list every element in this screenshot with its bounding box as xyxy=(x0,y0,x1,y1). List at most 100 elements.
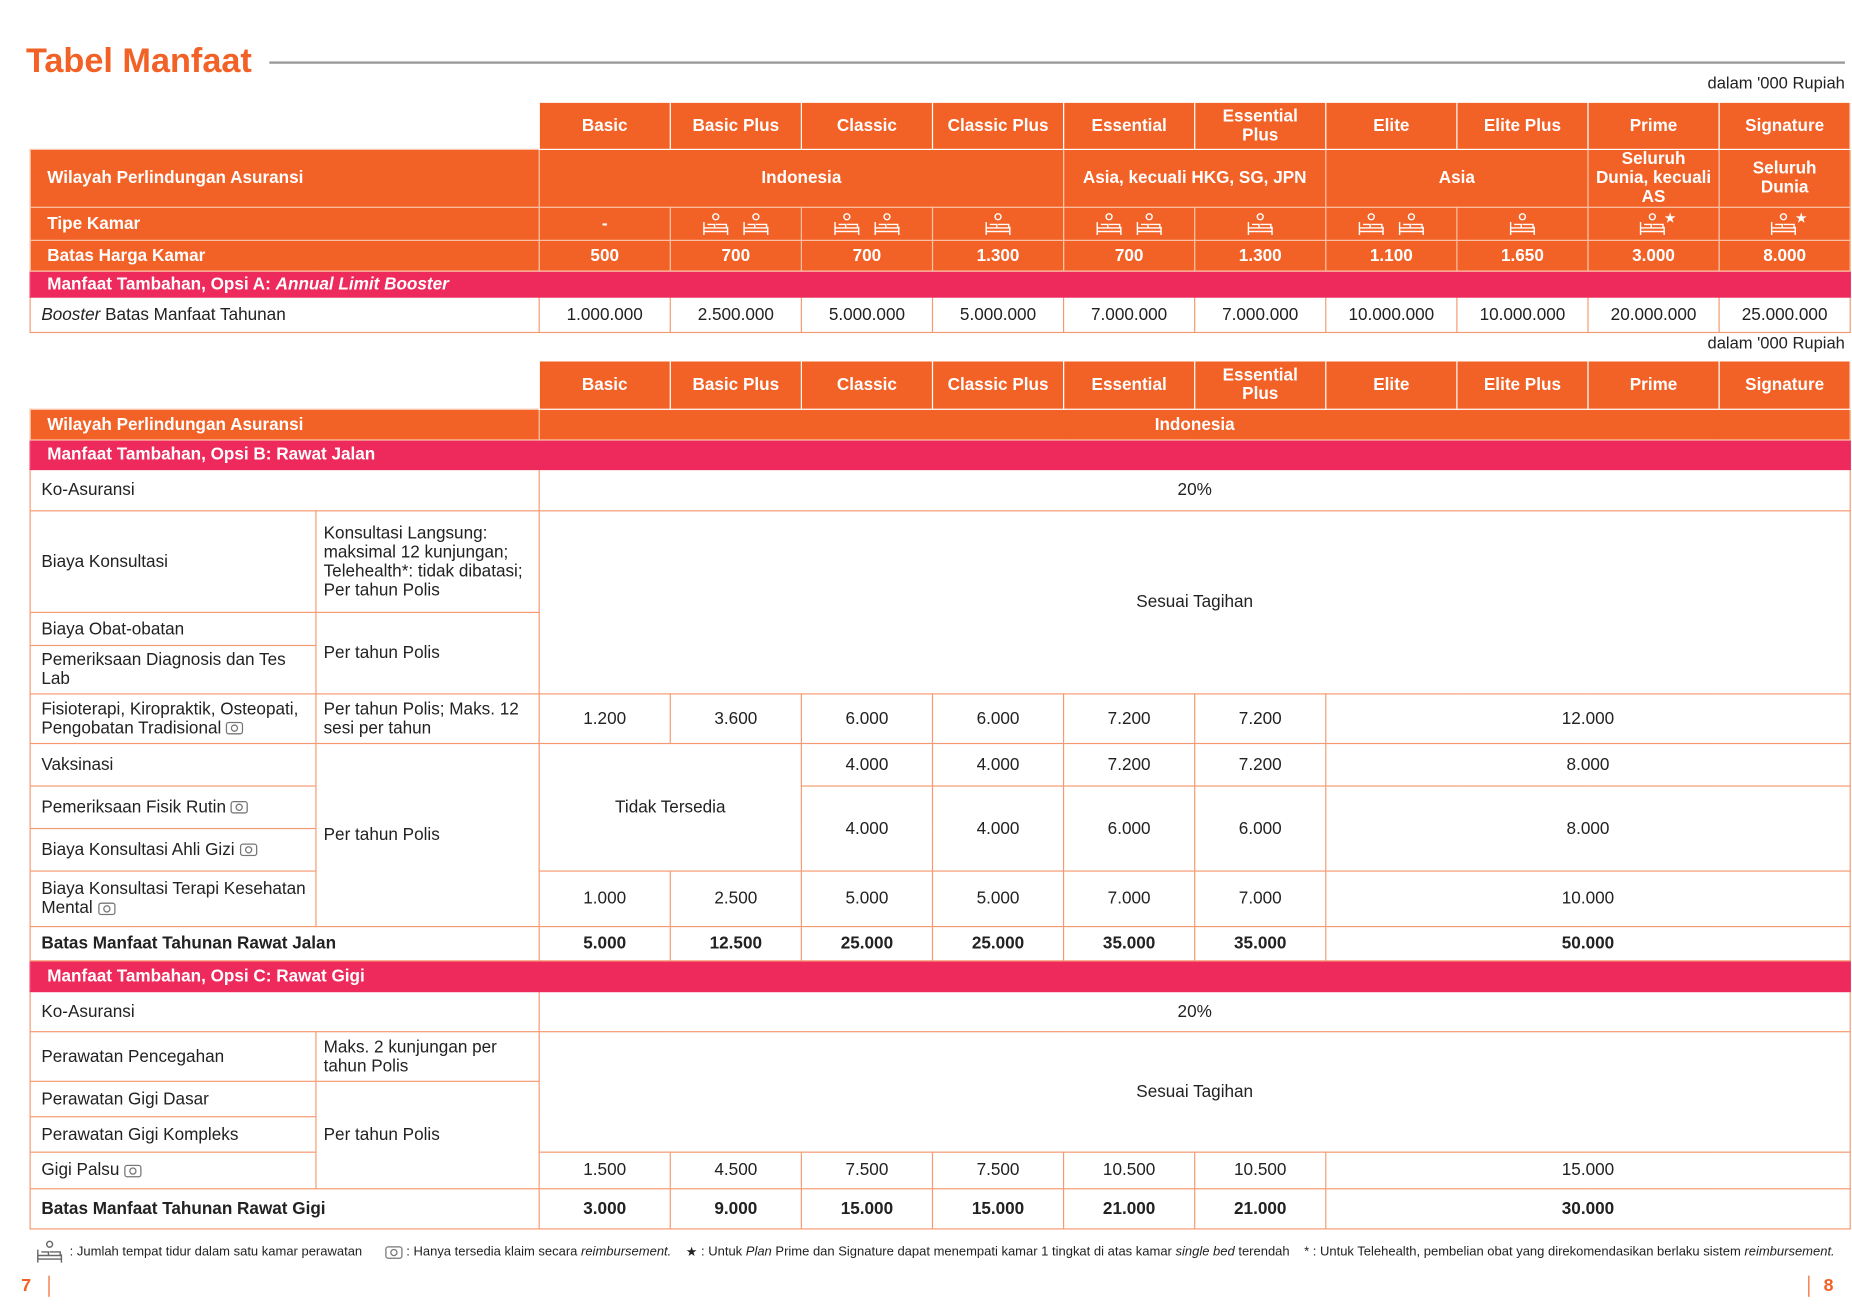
room-type-cell xyxy=(669,206,802,241)
consult-label: Biaya Konsultasi xyxy=(29,510,317,613)
reimbursement-icon xyxy=(239,843,257,857)
per-year-note: Per tahun Polis xyxy=(315,611,540,695)
as-billed: Sesuai Tagihan xyxy=(538,1031,1851,1153)
benefit-value: 7.200 xyxy=(1062,693,1196,745)
prevent-note: Maks. 2 kunjungan per tahun Polis xyxy=(315,1031,540,1082)
plan-header: Basic xyxy=(538,360,671,410)
room-type-cell: ★ xyxy=(1718,206,1851,241)
benefit-value: 21.000 xyxy=(1062,1188,1196,1230)
region-value: Seluruh Dunia, kecuali AS xyxy=(1587,148,1720,208)
dental-coinsurance-value: 20% xyxy=(538,990,1851,1033)
bed-icon xyxy=(37,1240,63,1263)
dental-limit-label: Batas Manfaat Tahunan Rawat Gigi xyxy=(29,1188,540,1230)
plan-header: Essential xyxy=(1062,360,1196,410)
outpatient-limit-label: Batas Manfaat Tahunan Rawat Jalan xyxy=(29,925,540,962)
vaccine-value: 4.000 xyxy=(800,742,934,787)
booster-label: Booster Batas Manfaat Tahunan xyxy=(29,296,540,334)
room-price-cell: 700 xyxy=(669,239,802,272)
coinsurance-value: 20% xyxy=(538,468,1851,512)
bed-icon xyxy=(1770,212,1796,235)
reimbursement-icon xyxy=(385,1245,403,1259)
benefit-value: 6.000 xyxy=(800,693,934,745)
booster-cell: 10.000.000 xyxy=(1456,296,1589,334)
plan-header: Basic Plus xyxy=(669,360,802,410)
benefit-value: 7.500 xyxy=(800,1151,934,1190)
page-number-left: 7 xyxy=(21,1275,32,1296)
star-icon: ★ xyxy=(685,1245,698,1260)
per-year-note: Per tahun Polis xyxy=(315,742,540,928)
room-price-cell: 1.300 xyxy=(931,239,1065,272)
bed-icon xyxy=(1398,212,1424,235)
benefit-value: 6.000 xyxy=(931,693,1065,745)
plan-header: Elite Plus xyxy=(1456,101,1589,150)
star-icon: ★ xyxy=(1795,212,1807,225)
dentures-label: Gigi Palsu xyxy=(29,1151,317,1190)
room-price-cell: 1.100 xyxy=(1325,239,1458,272)
room-price-label: Batas Harga Kamar xyxy=(29,239,540,272)
checkup-value: 6.000 xyxy=(1062,785,1196,872)
benefit-value: 9.000 xyxy=(669,1188,802,1230)
booster-cell: 7.000.000 xyxy=(1062,296,1196,334)
plan-header: Classic Plus xyxy=(931,101,1065,150)
medicine-label: Biaya Obat-obatan xyxy=(29,611,317,647)
room-price-cell: 500 xyxy=(538,239,671,272)
booster-cell: 10.000.000 xyxy=(1325,296,1458,334)
plan-header: Classic Plus xyxy=(931,360,1065,410)
coinsurance-label: Ko-Asuransi xyxy=(29,468,540,512)
benefit-value: 15.000 xyxy=(800,1188,934,1230)
complex-dental-label: Perawatan Gigi Kompleks xyxy=(29,1116,317,1153)
room-type-cell xyxy=(1194,206,1327,241)
bed-icon xyxy=(1509,212,1535,235)
room-price-cell: 700 xyxy=(1062,239,1196,272)
benefit-value: 35.000 xyxy=(1194,925,1327,962)
benefit-value: 30.000 xyxy=(1325,1188,1851,1230)
prevent-label: Perawatan Pencegahan xyxy=(29,1031,317,1082)
benefit-value: 10.500 xyxy=(1062,1151,1196,1190)
unit-note: dalam '000 Rupiah xyxy=(1707,333,1845,352)
room-price-cell: 1.300 xyxy=(1194,239,1327,272)
benefit-value: 2.500 xyxy=(669,870,802,928)
vaccine-value: 7.200 xyxy=(1062,742,1196,787)
option-c-header: Manfaat Tambahan, Opsi C: Rawat Gigi xyxy=(29,960,1851,993)
physio-note: Per tahun Polis; Maks. 12 sesi per tahun xyxy=(315,693,540,745)
benefit-value: 5.000 xyxy=(538,925,671,962)
bed-icon xyxy=(985,212,1011,235)
region-value: Seluruh Dunia xyxy=(1718,148,1851,208)
reimbursement-icon xyxy=(124,1164,142,1177)
per-year-note: Per tahun Polis xyxy=(315,1080,540,1190)
table-room-booster: Basic Basic Plus Classic Classic Plus Essent… xyxy=(29,101,1851,334)
benefit-value: 12.500 xyxy=(669,925,802,962)
plan-header: Prime xyxy=(1587,360,1720,410)
booster-cell: 5.000.000 xyxy=(931,296,1065,334)
room-price-cell: 1.650 xyxy=(1456,239,1589,272)
vaccine-label: Vaksinasi xyxy=(29,742,317,787)
bed-icon xyxy=(1639,212,1665,235)
plan-header: Basic Plus xyxy=(669,101,802,150)
region-label: Wilayah Perlindungan Asuransi xyxy=(29,148,540,208)
page-title: Tabel Manfaat xyxy=(25,42,252,81)
checkup-value: 4.000 xyxy=(931,785,1065,872)
plan-header: Basic xyxy=(538,101,671,150)
room-type-cell xyxy=(800,206,934,241)
benefit-value: 4.500 xyxy=(669,1151,802,1190)
benefit-value: 1.000 xyxy=(538,870,671,928)
footnotes: : Jumlah tempat tidur dalam satu kamar p… xyxy=(30,1240,1835,1264)
page-divider xyxy=(1808,1275,1810,1297)
asterisk-icon: * xyxy=(1304,1244,1310,1260)
dental-coinsurance-label: Ko-Asuransi xyxy=(29,990,540,1033)
booster-cell: 1.000.000 xyxy=(538,296,671,334)
unit-note: dalam '000 Rupiah xyxy=(1707,73,1845,93)
benefit-value: 7.500 xyxy=(931,1151,1065,1190)
bed-icon xyxy=(1136,212,1162,235)
room-type-cell xyxy=(1062,206,1196,241)
booster-cell: 7.000.000 xyxy=(1194,296,1327,334)
reimbursement-icon xyxy=(230,801,249,814)
vaccine-value: 8.000 xyxy=(1325,742,1851,787)
room-type-cell: - xyxy=(538,206,671,241)
benefit-value: 1.200 xyxy=(538,693,671,745)
benefit-value: 5.000 xyxy=(931,870,1065,928)
title-divider xyxy=(269,61,1845,64)
page-number-right: 8 xyxy=(1823,1275,1834,1296)
vaccine-value: 4.000 xyxy=(931,742,1065,787)
plan-header: Prime xyxy=(1587,101,1720,150)
